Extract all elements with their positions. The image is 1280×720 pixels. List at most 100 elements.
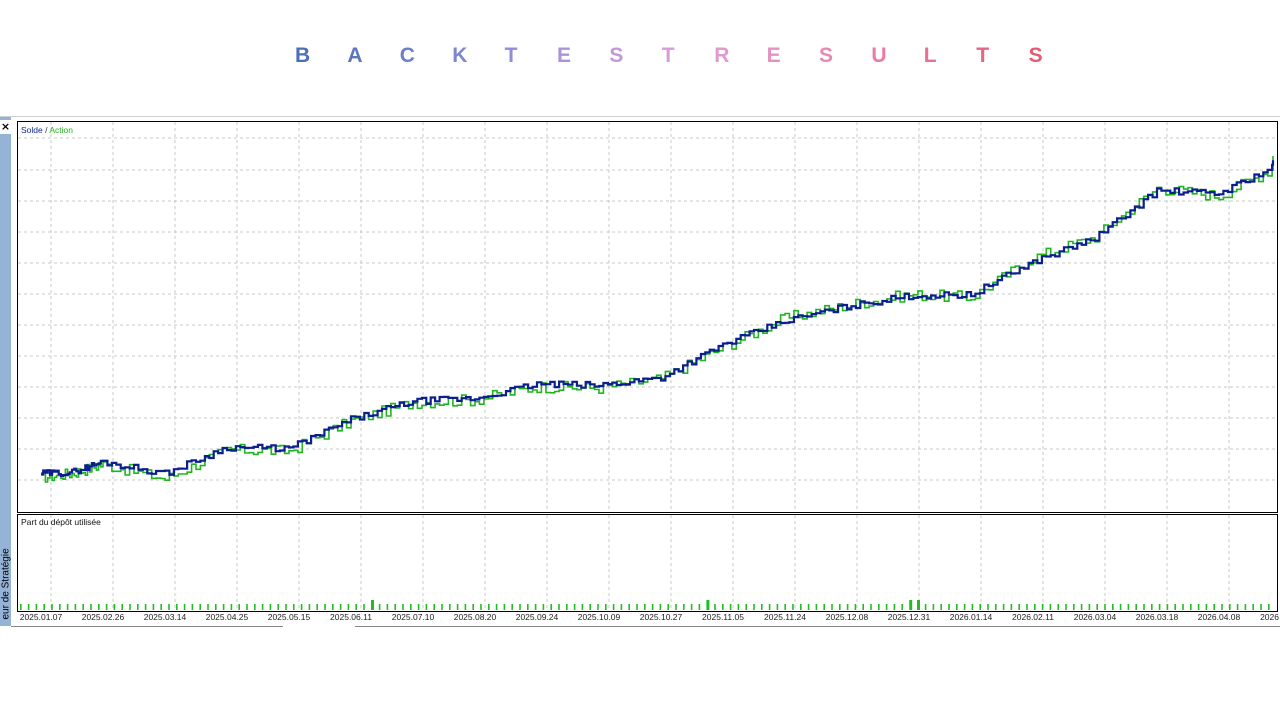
x-axis-label: 2025.07.10 bbox=[392, 612, 435, 622]
deposit-usage-bar bbox=[394, 604, 396, 610]
legend-equity: Action bbox=[49, 125, 73, 135]
deposit-usage-bar bbox=[628, 604, 630, 610]
deposit-usage-bar bbox=[1205, 604, 1208, 610]
x-axis-label: 2026.02.11 bbox=[1012, 612, 1054, 622]
deposit-usage-bar bbox=[191, 604, 194, 610]
deposit-usage-bar bbox=[589, 604, 591, 610]
deposit-usage-bar bbox=[729, 604, 732, 610]
deposit-usage-bar bbox=[121, 604, 123, 610]
deposit-usage-bar bbox=[347, 604, 350, 610]
deposit-usage-bar bbox=[815, 604, 818, 610]
chart-legend: Solde / Action bbox=[21, 125, 73, 135]
deposit-usage-bar bbox=[893, 604, 896, 610]
title-letter: B bbox=[295, 44, 311, 67]
deposit-usage-bar bbox=[1190, 604, 1192, 610]
deposit-usage-bar bbox=[1049, 604, 1052, 610]
deposit-usage-bar bbox=[542, 604, 545, 610]
deposit-usage-bar bbox=[924, 604, 927, 610]
deposit-usage-bar bbox=[293, 604, 295, 610]
deposit-usage-bar bbox=[1073, 604, 1075, 610]
deposit-usage-bar bbox=[566, 604, 568, 610]
deposit-usage-bar bbox=[667, 604, 669, 610]
deposit-usage-bar bbox=[776, 604, 779, 610]
deposit-usage-bar bbox=[597, 604, 599, 610]
deposit-usage-bar bbox=[932, 604, 935, 610]
deposit-usage-bar bbox=[183, 604, 186, 610]
deposit-usage-bar bbox=[480, 604, 482, 610]
deposit-usage-bar bbox=[207, 604, 209, 610]
deposit-usage-bar bbox=[300, 604, 303, 610]
deposit-usage-bar bbox=[1229, 604, 1231, 610]
deposit-usage-bar bbox=[831, 604, 833, 610]
x-axis-label: 2026.04.08 bbox=[1198, 612, 1241, 622]
deposit-usage-bar bbox=[339, 604, 342, 610]
deposit-usage-bar bbox=[979, 604, 981, 610]
deposit-usage-bar bbox=[1127, 604, 1130, 610]
sub-panel bbox=[17, 514, 1278, 612]
deposit-usage-bar bbox=[1041, 604, 1044, 610]
x-axis-label: 2026 bbox=[1260, 612, 1279, 622]
deposit-usage-bar bbox=[885, 604, 888, 610]
deposit-usage-bar bbox=[199, 604, 201, 610]
deposit-usage-bars bbox=[20, 600, 1270, 610]
deposit-usage-bar bbox=[761, 604, 763, 610]
deposit-usage-bar bbox=[59, 604, 61, 610]
deposit-usage-bar bbox=[917, 600, 920, 610]
x-axis-label: 2025.12.31 bbox=[888, 612, 931, 622]
deposit-usage-bar bbox=[823, 604, 825, 610]
deposit-usage-bar bbox=[706, 600, 710, 610]
deposit-usage-bar bbox=[527, 604, 529, 610]
deposit-usage-bar bbox=[285, 604, 287, 610]
title-letter: U bbox=[871, 44, 887, 67]
deposit-usage-bar bbox=[862, 604, 864, 610]
deposit-usage-bar bbox=[472, 604, 474, 610]
deposit-usage-bar bbox=[846, 604, 849, 610]
deposit-usage-bar bbox=[66, 604, 69, 610]
deposit-usage-bar bbox=[675, 604, 677, 610]
deposit-usage-bar bbox=[402, 604, 404, 610]
deposit-usage-bar bbox=[1166, 604, 1169, 610]
deposit-usage-bar bbox=[316, 604, 318, 610]
deposit-usage-bar bbox=[839, 604, 841, 610]
deposit-usage-bar bbox=[246, 604, 248, 610]
title-letter: K bbox=[452, 44, 468, 67]
deposit-usage-bar bbox=[753, 604, 755, 610]
deposit-usage-bar bbox=[35, 604, 38, 610]
deposit-usage-bar bbox=[995, 604, 997, 610]
deposit-usage-bar bbox=[956, 604, 958, 610]
deposit-usage-bar bbox=[82, 604, 84, 610]
title-letter: T bbox=[661, 44, 675, 67]
x-axis-label: 2026.03.04 bbox=[1074, 612, 1117, 622]
x-axis-label: 2025.11.05 bbox=[702, 612, 744, 622]
title-letter: A bbox=[347, 44, 363, 67]
x-axis-label: 2025.11.24 bbox=[764, 612, 806, 622]
deposit-usage-bar bbox=[386, 604, 389, 610]
deposit-usage-bar bbox=[854, 604, 857, 610]
deposit-usage-bar bbox=[129, 604, 131, 610]
deposit-usage-bar bbox=[644, 604, 646, 610]
deposit-usage-bar bbox=[449, 604, 451, 610]
deposit-usage-bar bbox=[152, 604, 155, 610]
deposit-usage-bar bbox=[308, 604, 311, 610]
deposit-usage-bar bbox=[1010, 604, 1013, 610]
deposit-usage-bar bbox=[105, 604, 108, 610]
deposit-usage-bar bbox=[1026, 604, 1028, 610]
deposit-usage-bar bbox=[503, 604, 506, 610]
deposit-usage-bar bbox=[269, 604, 272, 610]
title-letter: C bbox=[399, 44, 415, 67]
x-axis-label: 2026.01.14 bbox=[950, 612, 993, 622]
deposit-usage-bar bbox=[737, 604, 740, 610]
deposit-usage-bar bbox=[433, 604, 435, 610]
deposit-usage-bar bbox=[378, 604, 381, 610]
deposit-usage-bar bbox=[690, 604, 693, 610]
deposit-usage-bar bbox=[160, 604, 162, 610]
deposit-usage-bar bbox=[722, 604, 724, 610]
strategy-tester-sidebar bbox=[0, 117, 11, 626]
deposit-usage-bar bbox=[870, 604, 872, 610]
close-icon[interactable]: × bbox=[0, 120, 11, 134]
deposit-usage-bar bbox=[987, 604, 989, 610]
x-axis-label: 2025.06.11 bbox=[330, 612, 372, 622]
legend-balance: Solde bbox=[21, 125, 43, 135]
deposit-usage-bar bbox=[1221, 604, 1223, 610]
